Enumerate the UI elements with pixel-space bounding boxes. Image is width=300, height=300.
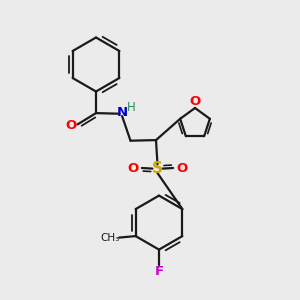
Text: H: H — [127, 101, 136, 114]
Text: F: F — [154, 265, 164, 278]
Text: O: O — [189, 95, 201, 108]
Text: S: S — [152, 161, 163, 176]
Text: O: O — [127, 161, 139, 175]
Text: O: O — [176, 161, 188, 175]
Text: CH₃: CH₃ — [100, 232, 120, 243]
Text: N: N — [117, 106, 128, 119]
Text: O: O — [65, 118, 76, 132]
